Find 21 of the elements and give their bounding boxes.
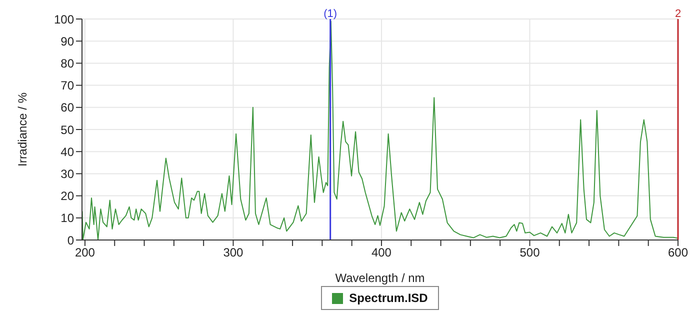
y-tick-label: 30 [60,166,74,181]
x-tick-label: 400 [371,246,392,260]
y-tick-label: 50 [60,122,74,137]
y-tick-label: 90 [60,34,74,48]
y-tick-label: 0 [67,233,74,248]
y-tick-label: 100 [54,12,74,26]
y-tick-label: 60 [60,100,74,115]
x-axis-title: Wavelength / nm [335,271,425,285]
x-tick-label: 300 [223,246,244,260]
x-tick-label: 200 [74,246,96,260]
x-tick-label: 600 [668,246,688,260]
y-tick-label: 20 [60,189,74,204]
y-tick-label: 70 [60,78,74,93]
x-tick-label: 500 [520,246,540,260]
annotation: (1) [324,8,338,20]
legend-label: Spectrum.ISD [349,291,428,305]
annotation: 2 [674,8,682,20]
y-tick-label: 40 [60,144,74,159]
y-tick-label: 80 [60,56,74,70]
y-axis-title: Irradiance / % [15,92,30,167]
y-tick-label: 10 [60,211,74,226]
